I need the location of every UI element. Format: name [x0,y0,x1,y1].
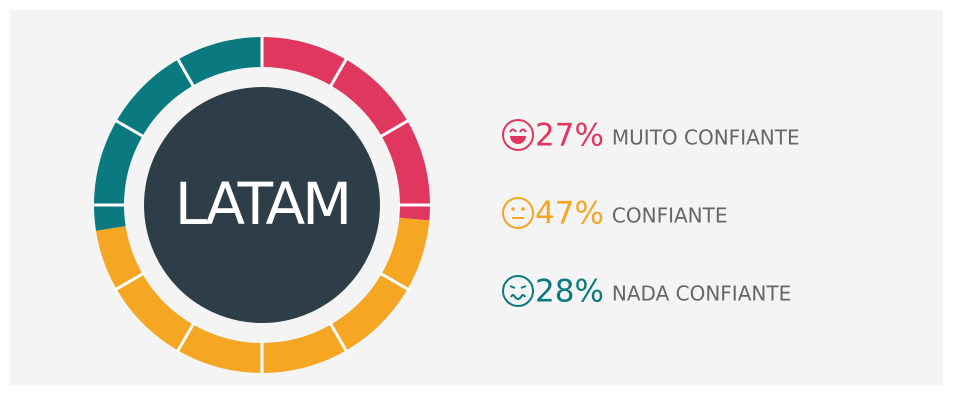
face-mouth [510,294,526,300]
donut-segment [95,217,430,373]
face-eyes [509,128,527,133]
separator [114,271,145,292]
legend-item: 28% NADA CONFIANTE [502,274,791,310]
center-label: LATAM [175,170,349,238]
donut-segment [93,37,262,231]
separator [379,118,410,139]
face-icon [502,197,534,229]
value-label: 27% [535,118,604,154]
center-disc [144,87,380,323]
face-icon [502,119,534,151]
category-label: NADA CONFIANTE [612,282,791,306]
legend-item: 47% CONFIANTE [502,196,728,232]
separator [175,57,196,88]
separator [114,118,145,139]
legend-item: 27% MUITO CONFIANTE [502,118,800,154]
face-mouth [510,136,526,144]
face-eye [521,207,525,211]
separator [175,322,196,353]
face-icon [502,275,534,307]
segment-separators [92,35,432,375]
separator [379,271,410,292]
separator [328,322,349,353]
donut-ring [93,37,430,373]
face-eye [511,207,515,211]
face-eyes [509,285,527,289]
legend: 27% MUITO CONFIANTE 47% CONFIANTE 28% NADA CO… [502,118,800,310]
category-label: CONFIANTE [612,204,728,228]
category-label: MUITO CONFIANTE [612,126,800,150]
value-label: 28% [535,274,604,310]
separator [328,57,349,88]
value-label: 47% [535,196,604,232]
